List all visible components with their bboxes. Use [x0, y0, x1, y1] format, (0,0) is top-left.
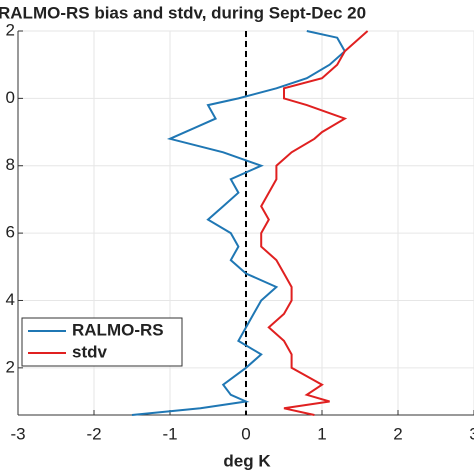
x-tick-label: -2: [86, 424, 101, 443]
y-tick-label: 2: [6, 20, 15, 39]
legend-label: RALMO-RS: [72, 320, 164, 339]
y-tick-label: 0: [6, 88, 15, 107]
y-tick-label: 6: [6, 223, 15, 242]
x-tick-label: -3: [10, 424, 25, 443]
x-tick-label: -1: [162, 424, 177, 443]
line: [260, 30, 369, 416]
y-tick-label: 8: [6, 155, 15, 174]
x-tick-label: 0: [241, 424, 250, 443]
x-tick-label: 2: [393, 424, 402, 443]
legend-label: stdv: [72, 342, 108, 361]
legend-box: [21, 317, 183, 367]
x-tick-label: 3: [469, 424, 474, 443]
x-tick-label: 1: [317, 424, 326, 443]
y-tick-label: 4: [6, 290, 15, 309]
y-tick-label: 2: [6, 357, 15, 376]
chart-title: RALMO-RS bias and stdv, during Sept-Dec …: [0, 3, 366, 22]
line: [131, 30, 347, 416]
x-axis-label: deg K: [223, 451, 271, 470]
